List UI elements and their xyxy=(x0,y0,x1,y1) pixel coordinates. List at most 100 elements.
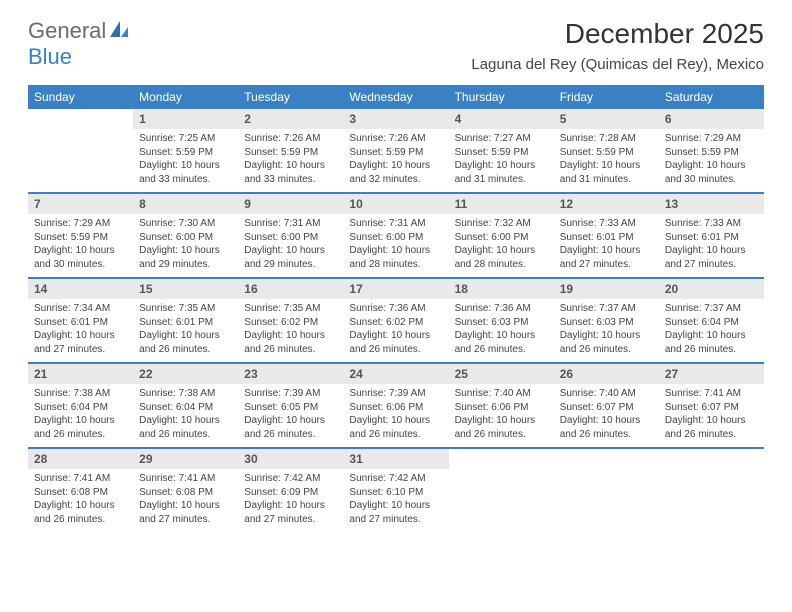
sunset-text: Sunset: 6:01 PM xyxy=(560,231,653,245)
day-number: 28 xyxy=(28,449,133,469)
daylight-text: Daylight: 10 hours and 32 minutes. xyxy=(349,159,442,186)
day-number: 8 xyxy=(133,194,238,214)
sunrise-text: Sunrise: 7:26 AM xyxy=(244,132,337,146)
location-subtitle: Laguna del Rey (Quimicas del Rey), Mexic… xyxy=(471,56,764,73)
day-body: Sunrise: 7:32 AMSunset: 6:00 PMDaylight:… xyxy=(449,214,554,277)
sunset-text: Sunset: 6:09 PM xyxy=(244,486,337,500)
sunrise-text: Sunrise: 7:33 AM xyxy=(665,217,758,231)
daylight-text: Daylight: 10 hours and 28 minutes. xyxy=(455,244,548,271)
week-row: 1Sunrise: 7:25 AMSunset: 5:59 PMDaylight… xyxy=(28,109,764,194)
daylight-text: Daylight: 10 hours and 26 minutes. xyxy=(455,329,548,356)
sunset-text: Sunset: 6:07 PM xyxy=(665,401,758,415)
daylight-text: Daylight: 10 hours and 26 minutes. xyxy=(560,414,653,441)
sunrise-text: Sunrise: 7:42 AM xyxy=(349,472,442,486)
day-cell: 18Sunrise: 7:36 AMSunset: 6:03 PMDayligh… xyxy=(449,279,554,362)
day-cell: 3Sunrise: 7:26 AMSunset: 5:59 PMDaylight… xyxy=(343,109,448,192)
sunrise-text: Sunrise: 7:36 AM xyxy=(349,302,442,316)
day-cell: 19Sunrise: 7:37 AMSunset: 6:03 PMDayligh… xyxy=(554,279,659,362)
day-body: Sunrise: 7:26 AMSunset: 5:59 PMDaylight:… xyxy=(238,129,343,192)
sunset-text: Sunset: 6:01 PM xyxy=(34,316,127,330)
dow-sunday: Sunday xyxy=(28,85,133,109)
day-cell: 5Sunrise: 7:28 AMSunset: 5:59 PMDaylight… xyxy=(554,109,659,192)
day-number: 16 xyxy=(238,279,343,299)
day-number: 1 xyxy=(133,109,238,129)
sunrise-text: Sunrise: 7:39 AM xyxy=(244,387,337,401)
sunset-text: Sunset: 6:04 PM xyxy=(139,401,232,415)
day-number: 20 xyxy=(659,279,764,299)
month-title: December 2025 xyxy=(471,18,764,50)
day-cell: 30Sunrise: 7:42 AMSunset: 6:09 PMDayligh… xyxy=(238,449,343,532)
day-cell: 24Sunrise: 7:39 AMSunset: 6:06 PMDayligh… xyxy=(343,364,448,447)
daylight-text: Daylight: 10 hours and 31 minutes. xyxy=(455,159,548,186)
sunset-text: Sunset: 6:02 PM xyxy=(244,316,337,330)
sunrise-text: Sunrise: 7:40 AM xyxy=(560,387,653,401)
day-number xyxy=(659,449,764,455)
day-cell: 13Sunrise: 7:33 AMSunset: 6:01 PMDayligh… xyxy=(659,194,764,277)
day-body: Sunrise: 7:37 AMSunset: 6:03 PMDaylight:… xyxy=(554,299,659,362)
daylight-text: Daylight: 10 hours and 29 minutes. xyxy=(244,244,337,271)
day-body: Sunrise: 7:35 AMSunset: 6:02 PMDaylight:… xyxy=(238,299,343,362)
day-body: Sunrise: 7:33 AMSunset: 6:01 PMDaylight:… xyxy=(659,214,764,277)
logo-text-blue: Blue xyxy=(28,44,72,69)
sunrise-text: Sunrise: 7:29 AM xyxy=(665,132,758,146)
daylight-text: Daylight: 10 hours and 27 minutes. xyxy=(244,499,337,526)
sunset-text: Sunset: 5:59 PM xyxy=(139,146,232,160)
day-body: Sunrise: 7:35 AMSunset: 6:01 PMDaylight:… xyxy=(133,299,238,362)
sunrise-text: Sunrise: 7:34 AM xyxy=(34,302,127,316)
day-cell: 23Sunrise: 7:39 AMSunset: 6:05 PMDayligh… xyxy=(238,364,343,447)
sunset-text: Sunset: 5:59 PM xyxy=(560,146,653,160)
day-cell: 12Sunrise: 7:33 AMSunset: 6:01 PMDayligh… xyxy=(554,194,659,277)
logo-sail-icon xyxy=(108,19,130,44)
daylight-text: Daylight: 10 hours and 26 minutes. xyxy=(244,414,337,441)
dow-tuesday: Tuesday xyxy=(238,85,343,109)
sunset-text: Sunset: 6:08 PM xyxy=(34,486,127,500)
day-body: Sunrise: 7:33 AMSunset: 6:01 PMDaylight:… xyxy=(554,214,659,277)
sunset-text: Sunset: 6:00 PM xyxy=(455,231,548,245)
sunset-text: Sunset: 5:59 PM xyxy=(244,146,337,160)
daylight-text: Daylight: 10 hours and 29 minutes. xyxy=(139,244,232,271)
day-cell: 20Sunrise: 7:37 AMSunset: 6:04 PMDayligh… xyxy=(659,279,764,362)
sunrise-text: Sunrise: 7:25 AM xyxy=(139,132,232,146)
daylight-text: Daylight: 10 hours and 26 minutes. xyxy=(349,414,442,441)
day-number: 10 xyxy=(343,194,448,214)
day-body: Sunrise: 7:26 AMSunset: 5:59 PMDaylight:… xyxy=(343,129,448,192)
day-cell: 27Sunrise: 7:41 AMSunset: 6:07 PMDayligh… xyxy=(659,364,764,447)
sunset-text: Sunset: 6:08 PM xyxy=(139,486,232,500)
day-cell xyxy=(554,449,659,532)
daylight-text: Daylight: 10 hours and 26 minutes. xyxy=(139,329,232,356)
sunset-text: Sunset: 6:02 PM xyxy=(349,316,442,330)
sunrise-text: Sunrise: 7:41 AM xyxy=(665,387,758,401)
sunset-text: Sunset: 6:05 PM xyxy=(244,401,337,415)
day-number: 18 xyxy=(449,279,554,299)
day-cell: 1Sunrise: 7:25 AMSunset: 5:59 PMDaylight… xyxy=(133,109,238,192)
day-number: 11 xyxy=(449,194,554,214)
daylight-text: Daylight: 10 hours and 33 minutes. xyxy=(244,159,337,186)
sunrise-text: Sunrise: 7:38 AM xyxy=(34,387,127,401)
sunset-text: Sunset: 6:00 PM xyxy=(349,231,442,245)
day-number: 7 xyxy=(28,194,133,214)
day-cell: 17Sunrise: 7:36 AMSunset: 6:02 PMDayligh… xyxy=(343,279,448,362)
sunrise-text: Sunrise: 7:30 AM xyxy=(139,217,232,231)
day-number: 21 xyxy=(28,364,133,384)
day-number xyxy=(28,109,133,115)
day-body: Sunrise: 7:42 AMSunset: 6:09 PMDaylight:… xyxy=(238,469,343,532)
day-cell: 10Sunrise: 7:31 AMSunset: 6:00 PMDayligh… xyxy=(343,194,448,277)
day-body: Sunrise: 7:36 AMSunset: 6:02 PMDaylight:… xyxy=(343,299,448,362)
day-number: 24 xyxy=(343,364,448,384)
daylight-text: Daylight: 10 hours and 26 minutes. xyxy=(34,414,127,441)
week-row: 28Sunrise: 7:41 AMSunset: 6:08 PMDayligh… xyxy=(28,449,764,532)
day-number: 9 xyxy=(238,194,343,214)
day-body: Sunrise: 7:28 AMSunset: 5:59 PMDaylight:… xyxy=(554,129,659,192)
day-body: Sunrise: 7:29 AMSunset: 5:59 PMDaylight:… xyxy=(28,214,133,277)
sunrise-text: Sunrise: 7:32 AM xyxy=(455,217,548,231)
daylight-text: Daylight: 10 hours and 30 minutes. xyxy=(34,244,127,271)
sunrise-text: Sunrise: 7:31 AM xyxy=(349,217,442,231)
logo: General xyxy=(28,18,132,44)
day-cell: 16Sunrise: 7:35 AMSunset: 6:02 PMDayligh… xyxy=(238,279,343,362)
day-cell: 31Sunrise: 7:42 AMSunset: 6:10 PMDayligh… xyxy=(343,449,448,532)
day-number: 2 xyxy=(238,109,343,129)
day-cell: 8Sunrise: 7:30 AMSunset: 6:00 PMDaylight… xyxy=(133,194,238,277)
sunset-text: Sunset: 5:59 PM xyxy=(349,146,442,160)
day-cell: 7Sunrise: 7:29 AMSunset: 5:59 PMDaylight… xyxy=(28,194,133,277)
sunrise-text: Sunrise: 7:37 AM xyxy=(560,302,653,316)
